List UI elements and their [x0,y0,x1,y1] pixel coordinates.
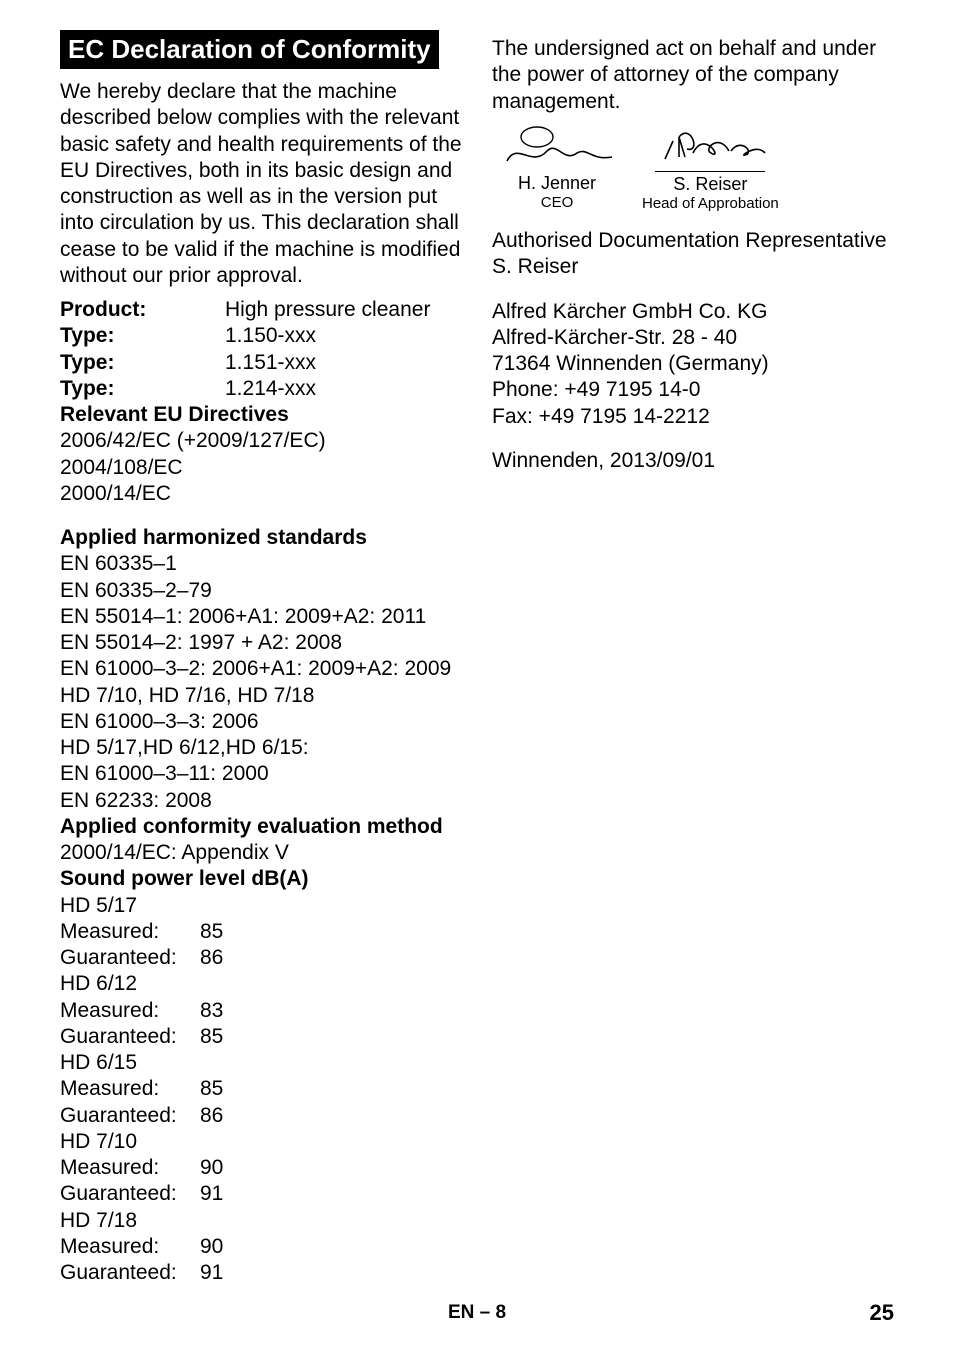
sound-guaranteed-label: Guaranteed: [60,1260,200,1286]
sound-measured-row: Measured:85 [60,919,462,945]
footer-center: EN – 8 [448,1302,506,1324]
sound-measured-row: Measured:90 [60,1155,462,1181]
standard-item: EN 60335–1 [60,551,462,577]
sound-measured-label: Measured: [60,1155,200,1181]
product-value: High pressure cleaner [225,297,462,323]
sound-measured-label: Measured: [60,1234,200,1260]
sound-measured-value: 90 [200,1155,240,1181]
sound-guaranteed-label: Guaranteed: [60,1181,200,1207]
sound-guaranteed-label: Guaranteed: [60,1024,200,1050]
signatory-intro: The undersigned act on behalf and under … [492,36,894,115]
directives-heading: Relevant EU Directives [60,402,462,428]
sound-guaranteed-row: Guaranteed:86 [60,945,462,971]
directive-item: 2004/108/EC [60,455,462,481]
company-address: Alfred Kärcher GmbH Co. KGAlfred-Kärcher… [492,299,894,430]
signature-image-1 [492,123,622,171]
signatory-2-title: Head of Approbation [642,195,779,214]
company-line: Fax: +49 7195 14-2212 [492,404,894,430]
sound-heading: Sound power level dB(A) [60,866,462,892]
sound-model: HD 7/10 [60,1129,462,1155]
signatory-2-name: S. Reiser [655,171,765,196]
sound-measured-label: Measured: [60,1076,200,1102]
sound-measured-value: 83 [200,998,240,1024]
footer-page-number: 25 [870,1300,894,1326]
signatory-1: H. Jenner CEO [492,123,622,213]
sound-guaranteed-value: 91 [200,1181,240,1207]
standard-item: EN 55014–1: 2006+A1: 2009+A2: 2011 [60,604,462,630]
declaration-date: Winnenden, 2013/09/01 [492,448,894,474]
type-value-3: 1.214-xxx [225,376,462,402]
standard-item: HD 7/10, HD 7/16, HD 7/18 [60,683,462,709]
conformity-heading: Applied conformity evaluation method [60,814,462,840]
type-label-2: Type: [60,350,225,376]
section-title: EC Declaration of Conformity [60,30,439,69]
sound-measured-row: Measured:90 [60,1234,462,1260]
signatory-2: S. Reiser Head of Approbation [642,123,779,214]
sound-model: HD 5/17 [60,893,462,919]
authorised-rep-line1: Authorised Documentation Representative [492,228,894,254]
sound-guaranteed-row: Guaranteed:85 [60,1024,462,1050]
authorised-rep-line2: S. Reiser [492,254,894,280]
directive-item: 2006/42/EC (+2009/127/EC) [60,428,462,454]
sound-measured-label: Measured: [60,919,200,945]
sound-guaranteed-label: Guaranteed: [60,1103,200,1129]
company-line: Alfred-Kärcher-Str. 28 - 40 [492,325,894,351]
standard-item: EN 60335–2–79 [60,578,462,604]
standard-item: EN 61000–3–2: 2006+A1: 2009+A2: 2009 [60,656,462,682]
signature-block: H. Jenner CEO S. Reiser Head of Approbat… [492,123,894,214]
sound-measured-label: Measured: [60,998,200,1024]
sound-measured-row: Measured:85 [60,1076,462,1102]
sound-measured-value: 85 [200,1076,240,1102]
sound-measured-row: Measured:83 [60,998,462,1024]
directives-list: 2006/42/EC (+2009/127/EC)2004/108/EC2000… [60,428,462,507]
company-line: Alfred Kärcher GmbH Co. KG [492,299,894,325]
page-footer: EN – 8 25 [0,1302,954,1324]
sound-guaranteed-label: Guaranteed: [60,945,200,971]
spec-table: Product: High pressure cleaner Type: 1.1… [60,297,462,402]
intro-paragraph: We hereby declare that the machine descr… [60,79,462,289]
conformity-text: 2000/14/EC: Appendix V [60,840,462,866]
type-label-1: Type: [60,323,225,349]
type-value-2: 1.151-xxx [225,350,462,376]
signatory-1-name: H. Jenner [502,171,612,195]
standard-item: EN 61000–3–3: 2006 [60,709,462,735]
sound-guaranteed-value: 85 [200,1024,240,1050]
sound-table: HD 5/17Measured:85Guaranteed:86HD 6/12Me… [60,893,462,1287]
sound-guaranteed-value: 91 [200,1260,240,1286]
right-column: The undersigned act on behalf and under … [492,30,894,1286]
type-value-1: 1.150-xxx [225,323,462,349]
type-label-3: Type: [60,376,225,402]
sound-guaranteed-row: Guaranteed:91 [60,1260,462,1286]
standard-item: EN 62233: 2008 [60,788,462,814]
sound-guaranteed-row: Guaranteed:91 [60,1181,462,1207]
standards-list: EN 60335–1EN 60335–2–79EN 55014–1: 2006+… [60,551,462,814]
company-line: Phone: +49 7195 14-0 [492,377,894,403]
sound-model: HD 6/15 [60,1050,462,1076]
standard-item: EN 55014–2: 1997 + A2: 2008 [60,630,462,656]
standard-item: EN 61000–3–11: 2000 [60,761,462,787]
left-column: EC Declaration of Conformity We hereby d… [60,30,462,1286]
signatory-1-title: CEO [541,194,574,213]
sound-model: HD 7/18 [60,1208,462,1234]
signature-image-2 [645,123,775,171]
sound-measured-value: 90 [200,1234,240,1260]
directive-item: 2000/14/EC [60,481,462,507]
sound-guaranteed-value: 86 [200,945,240,971]
standards-heading: Applied harmonized standards [60,525,462,551]
standard-item: HD 5/17,HD 6/12,HD 6/15: [60,735,462,761]
sound-model: HD 6/12 [60,971,462,997]
company-line: 71364 Winnenden (Germany) [492,351,894,377]
sound-guaranteed-row: Guaranteed:86 [60,1103,462,1129]
sound-guaranteed-value: 86 [200,1103,240,1129]
product-label: Product: [60,297,225,323]
sound-measured-value: 85 [200,919,240,945]
